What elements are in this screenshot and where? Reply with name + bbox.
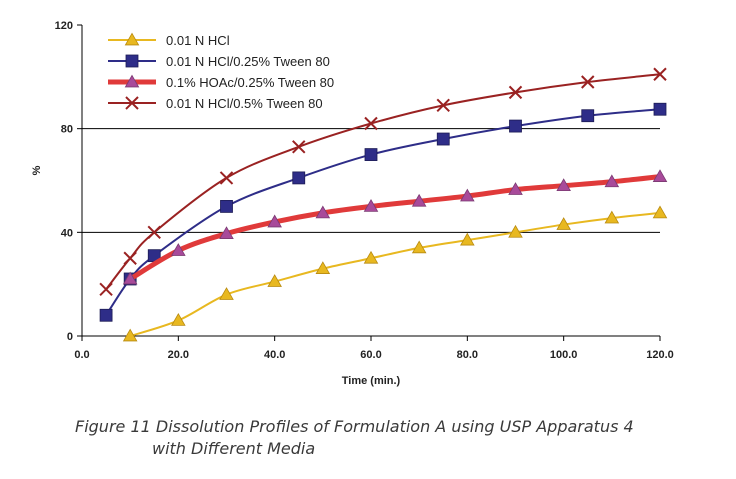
data-point [315, 205, 331, 219]
legend-label: 0.01 N HCl/0.25% Tween 80 [166, 54, 330, 69]
data-point [460, 188, 475, 202]
data-point [653, 67, 667, 81]
series-line [105, 108, 661, 316]
y-tick-label: 80 [61, 124, 73, 136]
x-marker-stroke [653, 67, 667, 81]
series-0 [122, 205, 668, 342]
data-point [122, 328, 138, 342]
x-marker-stroke [508, 85, 523, 100]
data-point [508, 85, 523, 100]
legend-marker [124, 74, 140, 88]
series-3 [99, 67, 667, 297]
data-point [363, 199, 379, 212]
series-1 [99, 102, 667, 322]
data-point [315, 261, 331, 274]
data-point [556, 217, 571, 230]
series-line [105, 73, 661, 290]
data-point [99, 282, 113, 297]
data-point [267, 274, 282, 287]
data-point [123, 251, 137, 265]
legend: 0.01 N HCl 0.01 N HCl/0.25% Tween 80 0.1% … [108, 32, 334, 111]
legend-item: 0.1% HOAc/0.25% Tween 80 [108, 74, 334, 90]
x-tick-label: 40.0 [264, 349, 285, 361]
data-point [363, 250, 379, 264]
data-point [171, 313, 186, 326]
x-tick-label: 60.0 [360, 349, 381, 361]
data-point [460, 232, 475, 246]
series-2 [122, 169, 668, 285]
x-tick-label: 80.0 [457, 349, 478, 361]
x-tick-label: 0.0 [74, 349, 89, 361]
data-point [220, 200, 233, 213]
data-point [508, 182, 523, 195]
legend-item: 0.01 N HCl [108, 32, 230, 48]
data-point [364, 116, 378, 131]
legend-item: 0.01 N HCl/0.5% Tween 80 [108, 96, 323, 111]
x-tick-label: 20.0 [168, 349, 189, 361]
data-point [604, 210, 620, 224]
x-tick-label: 100.0 [550, 349, 578, 361]
data-point [364, 148, 378, 161]
data-point [292, 171, 306, 185]
x-axis-title: Time (min.) [342, 375, 401, 387]
data-point [581, 109, 595, 123]
data-point [292, 140, 306, 154]
x-marker-stroke [123, 251, 137, 265]
data-point [436, 132, 450, 146]
legend-item: 0.01 N HCl/0.25% Tween 80 [108, 54, 330, 69]
x-marker-stroke [581, 75, 595, 89]
data-point [219, 171, 234, 185]
x-tick-label: 120.0 [646, 349, 674, 361]
y-tick-label: 40 [61, 227, 73, 239]
series-line [128, 174, 661, 282]
data-point [604, 174, 620, 188]
data-point [267, 214, 282, 228]
data-point [99, 308, 113, 322]
data-point [171, 243, 186, 256]
series-line [129, 211, 661, 337]
legend-marker [124, 32, 140, 46]
x-marker-stroke [436, 98, 450, 113]
data-point [652, 205, 668, 219]
data-point [122, 271, 138, 285]
data-point [581, 75, 595, 89]
caption-line-2: with Different Media [152, 439, 316, 458]
data-point [436, 98, 450, 113]
y-tick-label: 0 [67, 331, 73, 343]
chart-container: 0 40 80 120 0.0 20.0 40.0 60.0 80.0 100.0 120.0 Tim… [31, 20, 674, 387]
data-point [509, 119, 522, 133]
legend-label: 0.1% HOAc/0.25% Tween 80 [166, 75, 334, 90]
x-marker-stroke [125, 96, 139, 110]
data-point [219, 287, 234, 300]
x-marker-stroke [219, 171, 234, 185]
y-axis-title: % [31, 165, 43, 175]
legend-label: 0.01 N HCl [166, 33, 230, 48]
x-marker-stroke [99, 282, 113, 297]
data-point [411, 193, 427, 207]
data-point [219, 226, 234, 239]
data-point [653, 102, 667, 116]
data-point [556, 178, 571, 192]
legend-marker [125, 96, 139, 110]
line-chart: 0 40 80 120 0.0 20.0 40.0 60.0 80.0 100.0 120.0 Tim… [31, 20, 674, 387]
data-point [652, 169, 668, 182]
legend-label: 0.01 N HCl/0.5% Tween 80 [166, 96, 323, 111]
legend-marker [125, 54, 139, 68]
y-tick-label: 120 [55, 20, 73, 32]
data-point [411, 240, 427, 254]
caption-line-1: Figure 11 Dissolution Profiles of Formul… [75, 417, 634, 436]
x-marker-stroke [292, 140, 306, 154]
x-marker-stroke [364, 116, 378, 131]
data-point [147, 225, 161, 240]
x-marker-stroke [147, 225, 161, 240]
data-point [508, 224, 523, 238]
